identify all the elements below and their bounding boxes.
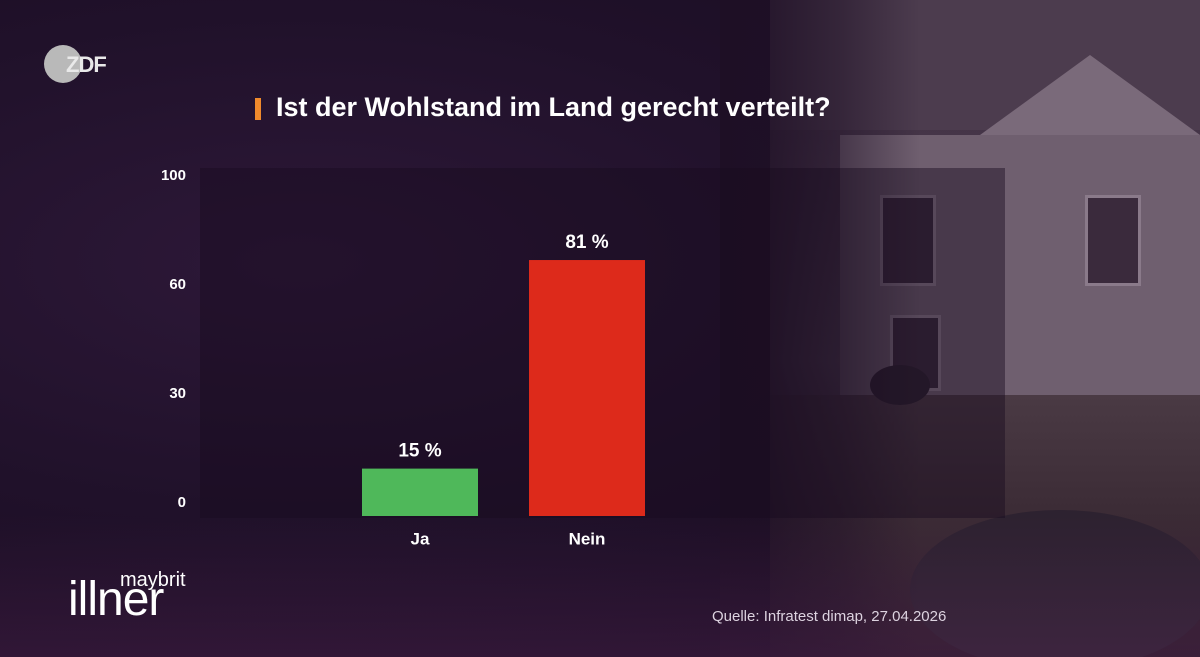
title-accent-bar xyxy=(255,98,261,120)
show-logo-first-name: maybrit xyxy=(120,569,186,591)
show-logo-last-name: illner xyxy=(68,573,164,626)
y-tick-label: 30 xyxy=(169,385,186,402)
background-gradient xyxy=(720,0,920,657)
y-tick-label: 100 xyxy=(161,167,186,184)
source-note: Quelle: Infratest dimap, 27.04.2026 xyxy=(712,608,947,625)
bar-ja xyxy=(362,468,478,516)
bottom-band xyxy=(0,515,1200,657)
y-tick-label: 0 xyxy=(178,494,186,511)
bar-nein xyxy=(529,260,645,516)
data-label-nein: 81 % xyxy=(565,232,608,253)
category-label-ja: Ja xyxy=(411,529,430,548)
zdf-logo-circle xyxy=(44,45,82,83)
chart-title: Ist der Wohlstand im Land gerecht vertei… xyxy=(276,92,831,122)
zdf-logo-text: ZDF xyxy=(66,52,107,77)
data-label-ja: 15 % xyxy=(398,441,441,462)
zdf-logo: ZDF xyxy=(44,45,107,83)
y-tick-label: 60 xyxy=(169,276,186,293)
category-label-nein: Nein xyxy=(569,529,606,548)
